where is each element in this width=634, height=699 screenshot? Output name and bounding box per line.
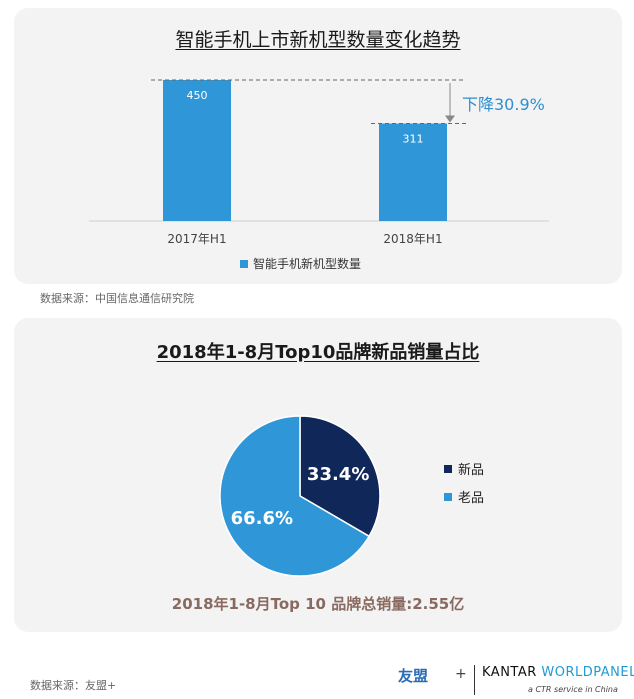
legend-label: 智能手机新机型数量 <box>253 256 361 271</box>
bar-2017年H1 <box>163 80 231 221</box>
source-note-1: 数据来源：中国信息通信研究院 <box>40 292 194 305</box>
pie-slice-新品 <box>299 415 381 538</box>
bar-value-label: 311 <box>403 133 424 146</box>
bar-chart-title: 智能手机上市新机型数量变化趋势 <box>175 29 461 51</box>
youmeng-logo: 友盟 <box>398 667 429 685</box>
legend-swatch <box>240 260 248 268</box>
legend-label: 新品 <box>458 462 484 478</box>
bar-chart: 450 2017年H1 311 2018年H1 下降30.9% 智能手机新机型数量 <box>89 79 549 271</box>
legend-swatch <box>444 493 452 501</box>
youmeng-plus: + <box>455 666 467 682</box>
legend-swatch <box>444 465 452 473</box>
kantar-logo: KANTAR WORLDPANEL <box>482 665 634 680</box>
decline-annotation: 下降30.9% <box>462 95 545 114</box>
kantar-text: KANTAR <box>482 665 542 680</box>
legend-label: 老品 <box>458 491 484 506</box>
logo-divider <box>474 665 475 695</box>
bar-chart-panel: 智能手机上市新机型数量变化趋势 450 2017年H1 311 2018年H1 下降30… <box>14 8 622 284</box>
pie-chart-panel: 2018年1-8月Top10品牌新品销量占比 33.4% 66.6% 新品老品 201… <box>14 318 622 632</box>
worldpanel-text: WORLDPANEL <box>541 665 634 680</box>
source-note-2: 数据来源：友盟+ <box>30 679 117 692</box>
footer-logos: 友盟 + KANTAR WORLDPANEL a CTR service in … <box>398 663 634 699</box>
pie-slice-老品 <box>219 415 371 577</box>
pie-value-label: 66.6% <box>231 508 293 529</box>
x-tick-label: 2018年H1 <box>383 232 442 246</box>
pie-value-label: 33.4% <box>307 464 369 485</box>
pie-chart-title: 2018年1-8月Top10品牌新品销量占比 <box>156 342 480 363</box>
x-tick-label: 2017年H1 <box>167 232 226 246</box>
bar-value-label: 450 <box>187 89 208 102</box>
decline-arrow-head <box>445 115 455 123</box>
bar-2018年H1 <box>379 123 447 221</box>
pie-footer-note: 2018年1-8月Top 10 品牌总销量:2.55亿 <box>172 595 464 613</box>
ctr-tagline: a CTR service in China <box>528 685 618 694</box>
